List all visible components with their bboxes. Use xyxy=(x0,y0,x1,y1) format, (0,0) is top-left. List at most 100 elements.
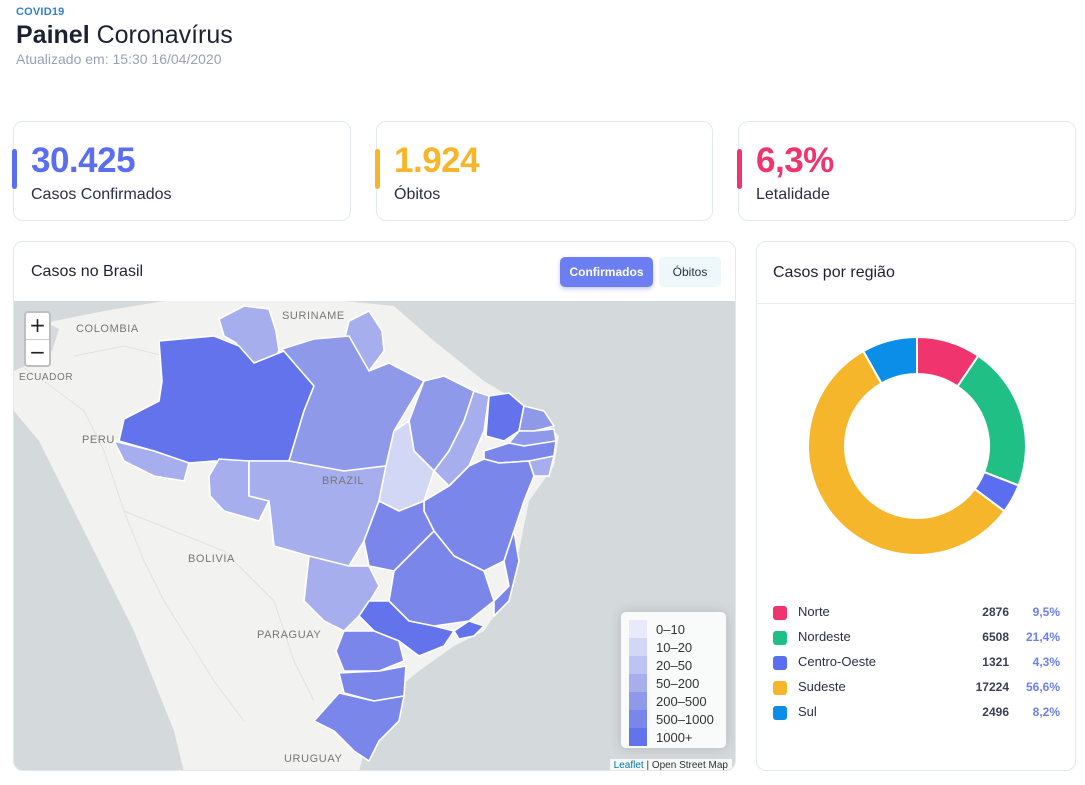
legend-label: 500–1000 xyxy=(656,711,714,727)
region-color-dot xyxy=(773,606,787,620)
region-item-sudeste: Sudeste 17224 56,6% xyxy=(773,678,1063,703)
page-title: Painel Coronavírus xyxy=(16,20,233,50)
state-mato-grosso xyxy=(248,460,387,567)
brazil-map[interactable]: COLOMBIA SURINAME ECUADOR PERU BRAZIL BO… xyxy=(14,301,735,771)
region-percent: 8,2% xyxy=(1032,705,1060,719)
region-percent: 56,6% xyxy=(1025,680,1060,694)
region-name: Centro-Oeste xyxy=(798,654,877,669)
region-item-centro-oeste: Centro-Oeste 1321 4,3% xyxy=(773,653,1063,678)
page-header: COVID19 Painel Coronavírus Atualizado em… xyxy=(16,6,233,67)
region-count: 17224 xyxy=(975,680,1009,694)
leaflet-link[interactable]: Leaflet xyxy=(613,760,644,771)
region-list: Norte 2876 9,5% Nordeste 6508 21,4% Centro-O… xyxy=(773,603,1063,728)
map-label-bolivia: BOLIVIA xyxy=(188,553,235,565)
legend-swatch xyxy=(629,674,647,692)
zoom-control: + − xyxy=(24,311,51,367)
updated-timestamp: Atualizado em: 15:30 16/04/2020 xyxy=(16,51,222,67)
legend-row: 200–500 xyxy=(629,692,718,710)
legend-label: 20–50 xyxy=(656,657,693,673)
map-label-ecuador: ECUADOR xyxy=(19,372,73,383)
donut-slice-nordeste[interactable] xyxy=(956,354,1027,487)
stat-value-confirmed: 30.425 xyxy=(31,141,136,180)
stat-accent-bar xyxy=(12,149,17,189)
page-title-bold: Painel xyxy=(16,21,90,49)
state-rio-de-janeiro xyxy=(453,620,485,640)
legend-row: 20–50 xyxy=(629,656,718,674)
legend-label: 200–500 xyxy=(656,693,707,709)
zoom-out-button[interactable]: − xyxy=(26,339,49,365)
deaths-toggle-button[interactable]: Óbitos xyxy=(659,257,721,287)
region-item-sul: Sul 2496 8,2% xyxy=(773,703,1063,728)
state-acre xyxy=(113,440,190,482)
region-name: Norte xyxy=(798,604,830,619)
region-color-dot xyxy=(773,706,787,720)
legend-swatch xyxy=(629,728,647,746)
map-label-paraguay: PARAGUAY xyxy=(257,629,321,641)
stat-card-lethality: 6,3% Letalidade xyxy=(737,121,1076,221)
brand-label: COVID19 xyxy=(16,6,65,18)
stat-label-confirmed: Casos Confirmados xyxy=(31,186,172,203)
stat-accent-bar xyxy=(737,149,742,189)
region-color-dot xyxy=(773,631,787,645)
legend-label: 0–10 xyxy=(656,621,685,637)
region-percent: 21,4% xyxy=(1025,630,1060,644)
state-para xyxy=(281,335,425,472)
map-label-peru: PERU xyxy=(82,434,115,446)
region-count: 1321 xyxy=(982,655,1009,669)
region-card-title: Casos por região xyxy=(773,264,895,281)
legend-row: 50–200 xyxy=(629,674,718,692)
attribution-text: | Open Street Map xyxy=(643,760,728,771)
map-label-brazil: BRAZIL xyxy=(322,475,364,487)
stat-label-lethality: Letalidade xyxy=(756,186,830,203)
region-percent: 9,5% xyxy=(1032,605,1060,619)
map-canvas: COLOMBIA SURINAME ECUADOR PERU BRAZIL BO… xyxy=(14,301,559,770)
legend-row: 10–20 xyxy=(629,638,718,656)
zoom-in-button[interactable]: + xyxy=(29,313,46,337)
donut-slice-sudeste[interactable] xyxy=(807,349,1006,556)
region-color-dot xyxy=(773,681,787,695)
region-count: 6508 xyxy=(982,630,1009,644)
stat-card-deaths: 1.924 Óbitos xyxy=(375,121,713,221)
stat-card-confirmed: 30.425 Casos Confirmados xyxy=(12,121,351,221)
state-sao-paulo xyxy=(358,600,455,657)
page-title-rest: Coronavírus xyxy=(89,21,233,49)
legend-swatch xyxy=(629,692,647,710)
confirmed-toggle-button[interactable]: Confirmados xyxy=(560,257,653,287)
region-item-norte: Norte 2876 9,5% xyxy=(773,603,1063,628)
donut-slice-sul[interactable] xyxy=(861,335,918,385)
map-attribution: Leaflet | Open Street Map xyxy=(609,759,732,771)
map-label-colombia: COLOMBIA xyxy=(76,323,139,335)
divider xyxy=(757,303,1075,304)
state-espirito-santo xyxy=(493,530,520,617)
region-card: Casos por região Norte 2876 9,5% Nordeste 6… xyxy=(756,241,1076,771)
region-count: 2496 xyxy=(982,705,1009,719)
region-name: Sudeste xyxy=(798,679,846,694)
stat-value-lethality: 6,3% xyxy=(756,141,834,180)
region-name: Sul xyxy=(798,704,817,719)
legend-label: 10–20 xyxy=(656,639,693,655)
map-legend: 0–10 10–20 20–50 50–200 200–500 500–1000… xyxy=(621,612,726,748)
state-parana xyxy=(335,630,405,672)
legend-row: 1000+ xyxy=(629,728,718,746)
region-item-nordeste: Nordeste 6508 21,4% xyxy=(773,628,1063,653)
legend-label: 1000+ xyxy=(656,729,693,745)
map-card: Casos no Brasil Confirmados Óbitos xyxy=(13,241,736,771)
region-percent: 4,3% xyxy=(1032,655,1060,669)
map-label-suriname: SURINAME xyxy=(282,310,345,322)
map-card-title: Casos no Brasil xyxy=(31,263,144,280)
stat-accent-bar xyxy=(375,149,380,189)
state-rn xyxy=(518,405,555,432)
region-count: 2876 xyxy=(982,605,1009,619)
region-color-dot xyxy=(773,656,787,670)
stat-value-deaths: 1.924 xyxy=(394,141,480,180)
state-rio-grande-sul xyxy=(313,692,405,762)
legend-label: 50–200 xyxy=(656,675,700,691)
region-name: Nordeste xyxy=(798,629,851,644)
stat-label-deaths: Óbitos xyxy=(394,186,441,203)
legend-swatch xyxy=(629,710,647,728)
region-donut-chart xyxy=(807,335,1027,556)
state-goias xyxy=(363,500,435,572)
map-label-uruguay: URUGUAY xyxy=(284,753,342,765)
legend-swatch xyxy=(629,638,647,656)
legend-row: 500–1000 xyxy=(629,710,718,728)
